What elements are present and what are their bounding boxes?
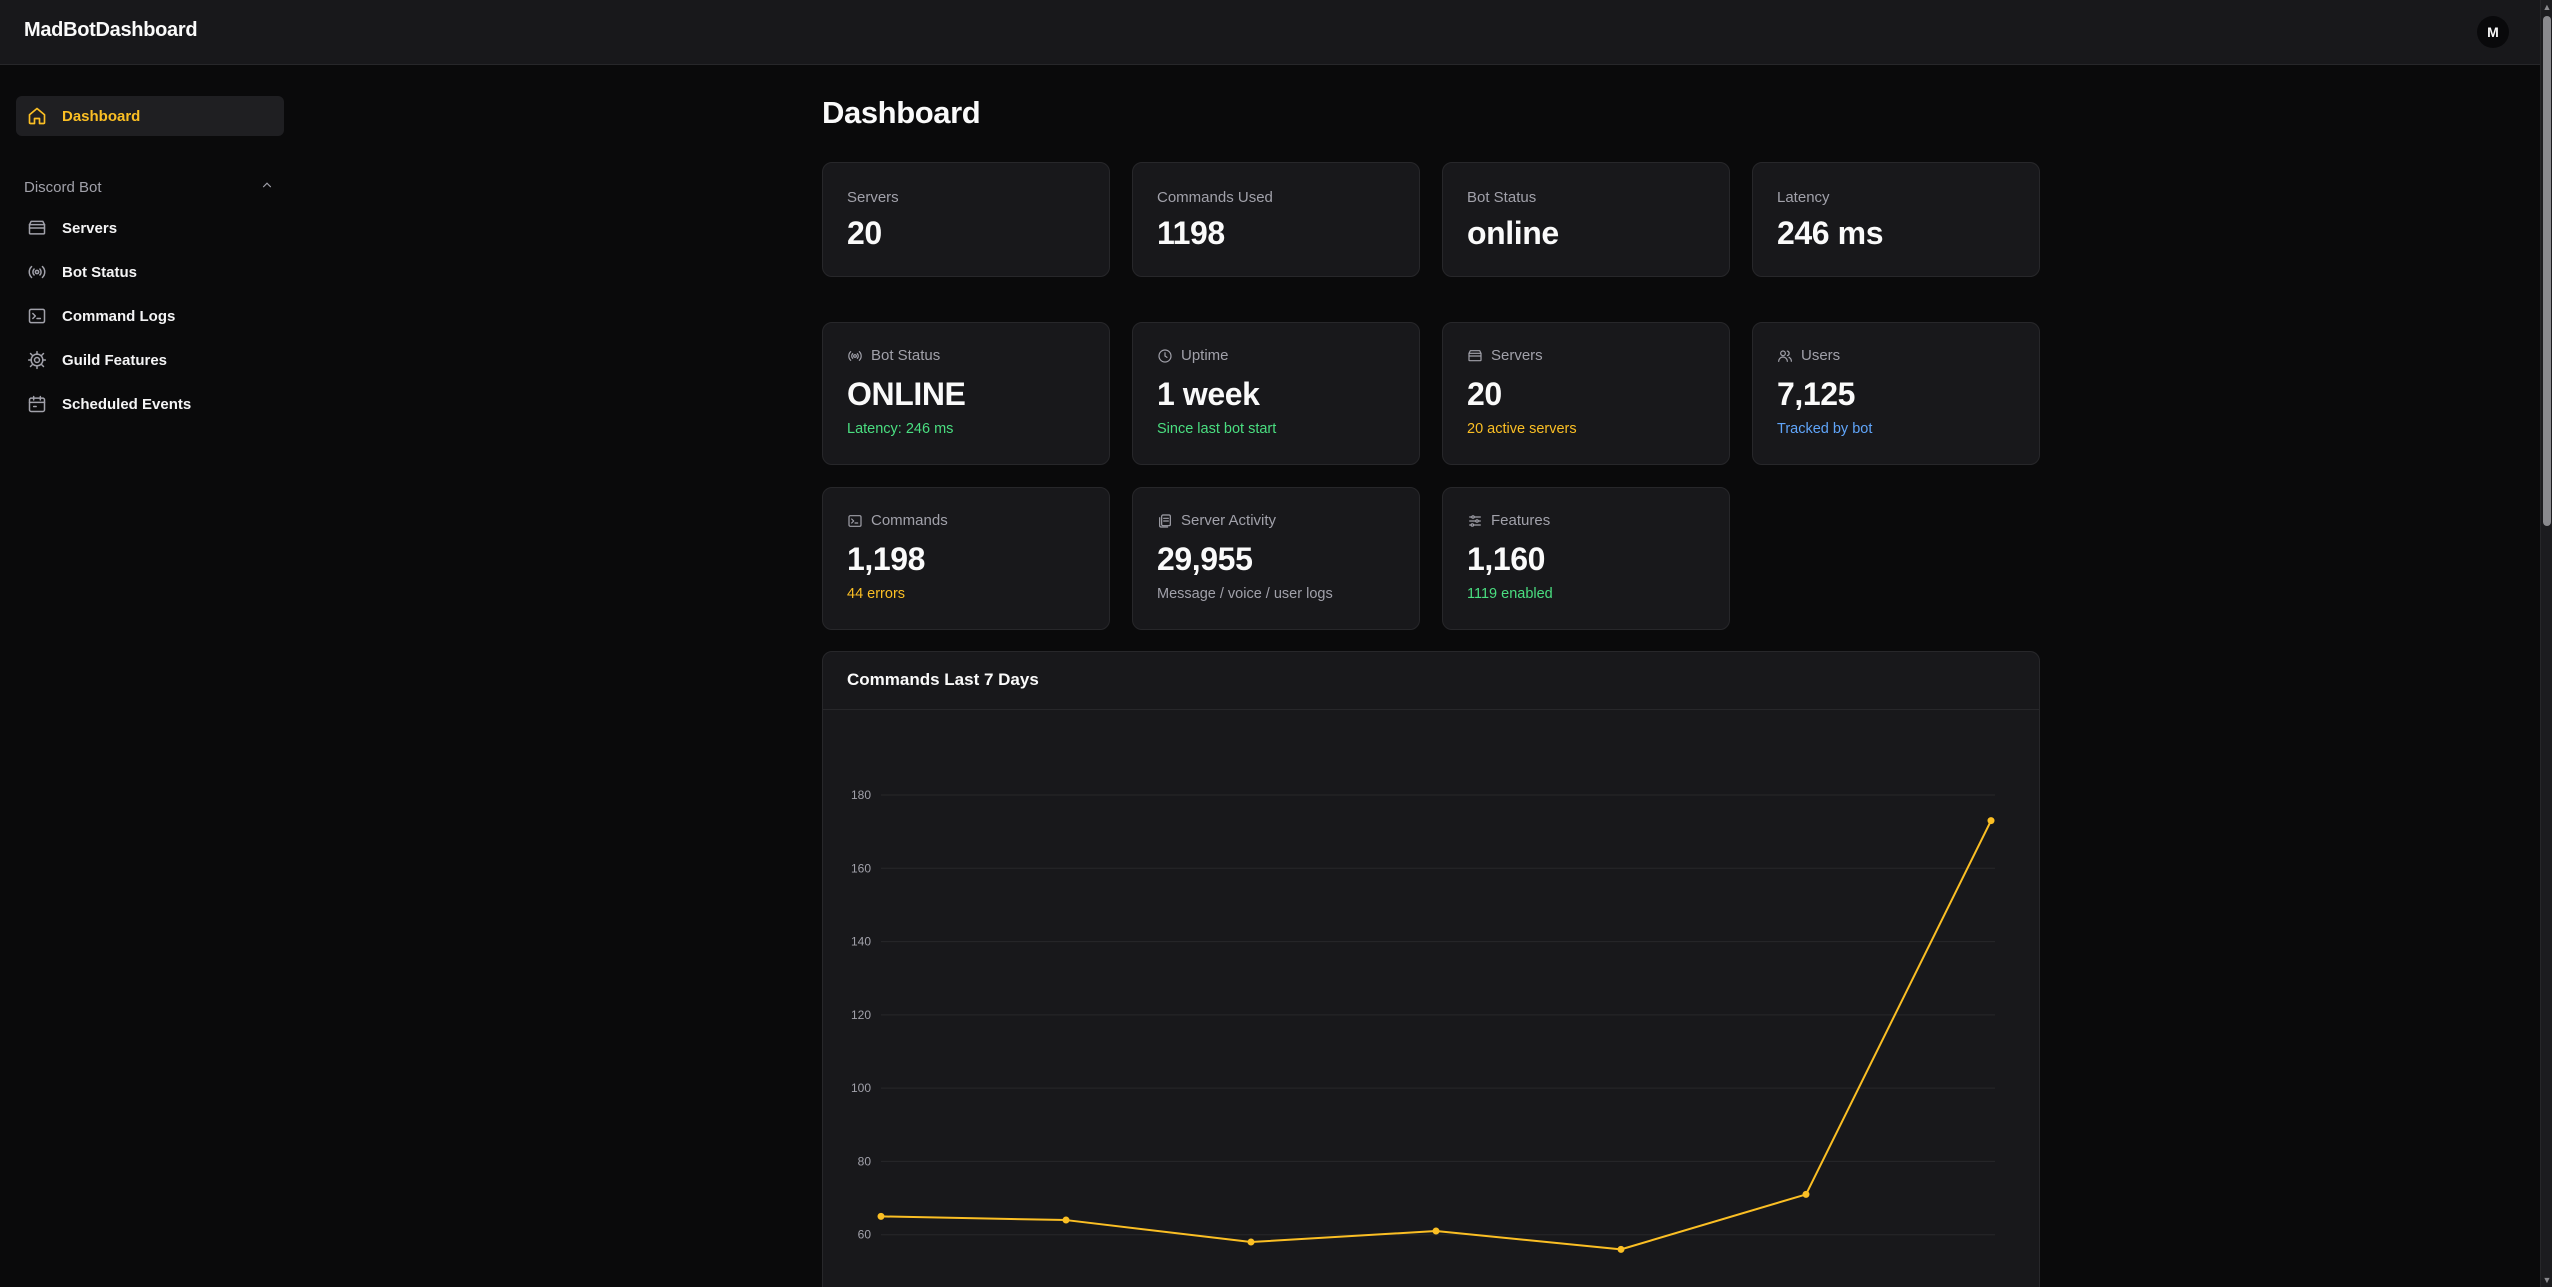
summary-card-latency: Latency 246 ms <box>1752 162 2040 277</box>
card-value: 1198 <box>1157 215 1225 251</box>
card-label: Bot Status <box>871 347 941 364</box>
stat-card-bot-status: Bot Status ONLINE Latency: 246 ms <box>822 322 1110 465</box>
radio-icon <box>26 261 48 283</box>
card-value: 7,125 <box>1777 376 1856 412</box>
card-label: Commands Used <box>1157 189 1273 206</box>
chevron-up-icon <box>260 178 274 196</box>
chart-title: Commands Last 7 Days <box>847 670 1039 689</box>
data-point <box>1617 1245 1625 1253</box>
top-bar: MadBotDashboard M <box>0 0 2540 65</box>
card-label: Users <box>1801 347 1841 364</box>
commands-chart-card: Commands Last 7 Days 4060801001201401601… <box>822 651 2040 1287</box>
card-value: 1 week <box>1157 376 1260 412</box>
y-tick-label: 80 <box>858 1154 872 1168</box>
divider <box>823 709 2039 710</box>
stat-card-uptime: Uptime 1 week Since last bot start <box>1132 322 1420 465</box>
radio-icon <box>847 348 863 364</box>
commands-line-chart: 40608010012014016018024 May25 May26 May2… <box>851 788 1995 1253</box>
gear-icon <box>26 349 48 371</box>
stat-card-commands: Commands 1,198 44 errors <box>822 487 1110 630</box>
server-icon <box>1467 348 1483 364</box>
data-point <box>1062 1216 1070 1224</box>
home-icon <box>26 105 48 127</box>
sidebar: Dashboard Discord Bot Servers Bot Status… <box>0 65 300 1287</box>
page-title: Dashboard <box>822 95 981 130</box>
card-value: 20 <box>1467 376 1502 412</box>
card-label: Servers <box>847 189 899 206</box>
data-point <box>1432 1227 1440 1235</box>
y-tick-label: 100 <box>851 1081 871 1095</box>
sidebar-item-label: Scheduled Events <box>62 395 192 413</box>
card-value: 1,198 <box>847 541 926 577</box>
stat-card-servers: Servers 20 20 active servers <box>1442 322 1730 465</box>
summary-card-bot-status: Bot Status online <box>1442 162 1730 277</box>
y-tick-label: 180 <box>851 788 871 802</box>
sidebar-item-label: Guild Features <box>62 351 168 369</box>
card-subtext: Tracked by bot <box>1777 421 1873 437</box>
sidebar-item-guild-features[interactable]: Guild Features <box>16 340 284 380</box>
card-subtext: Message / voice / user logs <box>1157 586 1333 602</box>
sidebar-item-label: Bot Status <box>62 263 137 281</box>
card-label: Commands <box>871 512 948 529</box>
server-icon <box>26 217 48 239</box>
card-label: Bot Status <box>1467 189 1537 206</box>
sidebar-item-command-logs[interactable]: Command Logs <box>16 296 284 336</box>
data-point <box>877 1212 885 1220</box>
card-subtext: 20 active servers <box>1467 421 1577 437</box>
app-brand[interactable]: MadBotDashboard <box>24 19 198 41</box>
card-subtext: 1119 enabled <box>1467 586 1553 602</box>
summary-card-commands-used: Commands Used 1198 <box>1132 162 1420 277</box>
card-subtext: 44 errors <box>847 586 906 602</box>
card-subtext: Since last bot start <box>1157 421 1277 437</box>
users-icon <box>1777 348 1793 364</box>
stat-card-server-activity: Server Activity 29,955 Message / voice /… <box>1132 487 1420 630</box>
sidebar-item-servers[interactable]: Servers <box>16 208 284 248</box>
series-line <box>880 820 1992 1251</box>
sidebar-item-label: Dashboard <box>62 107 141 125</box>
terminal-icon <box>26 305 48 327</box>
page-scrollbar[interactable]: ▲ ▼ <box>2540 0 2552 1287</box>
sliders-icon <box>1467 513 1483 529</box>
card-value: 1,160 <box>1467 541 1546 577</box>
card-label: Features <box>1491 512 1551 529</box>
clipboard-icon <box>1157 513 1173 529</box>
card-label: Latency <box>1777 189 1830 206</box>
scrollbar-thumb[interactable] <box>2543 16 2551 526</box>
scroll-down-arrow-icon[interactable]: ▼ <box>2542 1275 2552 1285</box>
sidebar-item-label: Servers <box>62 219 118 237</box>
card-label: Server Activity <box>1181 512 1277 529</box>
user-avatar[interactable]: M <box>2477 16 2509 48</box>
data-point <box>1247 1238 1255 1246</box>
clock-icon <box>1157 348 1173 364</box>
card-subtext: Latency: 246 ms <box>847 421 954 437</box>
data-point <box>1802 1190 1810 1198</box>
sidebar-item-bot-status[interactable]: Bot Status <box>16 252 284 292</box>
scroll-up-arrow-icon[interactable]: ▲ <box>2542 2 2552 12</box>
y-tick-label: 140 <box>851 935 871 949</box>
calendar-icon <box>26 393 48 415</box>
card-value: 20 <box>847 215 882 251</box>
sidebar-group-label: Discord Bot <box>24 178 102 196</box>
stat-card-features: Features 1,160 1119 enabled <box>1442 487 1730 630</box>
y-tick-label: 60 <box>858 1228 872 1242</box>
sidebar-item-dashboard[interactable]: Dashboard <box>16 96 284 136</box>
card-value: ONLINE <box>847 376 966 412</box>
card-label: Uptime <box>1181 347 1229 364</box>
summary-card-servers: Servers 20 <box>822 162 1110 277</box>
card-value: 29,955 <box>1157 541 1253 577</box>
card-value: online <box>1467 215 1559 251</box>
data-point <box>1987 817 1995 825</box>
terminal-icon <box>847 513 863 529</box>
stat-card-users: Users 7,125 Tracked by bot <box>1752 322 2040 465</box>
card-label: Servers <box>1491 347 1543 364</box>
sidebar-group-discord-bot[interactable]: Discord Bot <box>24 176 274 198</box>
card-value: 246 ms <box>1777 215 1884 251</box>
sidebar-item-scheduled-events[interactable]: Scheduled Events <box>16 384 284 424</box>
sidebar-item-label: Command Logs <box>62 307 176 325</box>
y-tick-label: 160 <box>851 861 871 875</box>
y-tick-label: 120 <box>851 1008 871 1022</box>
